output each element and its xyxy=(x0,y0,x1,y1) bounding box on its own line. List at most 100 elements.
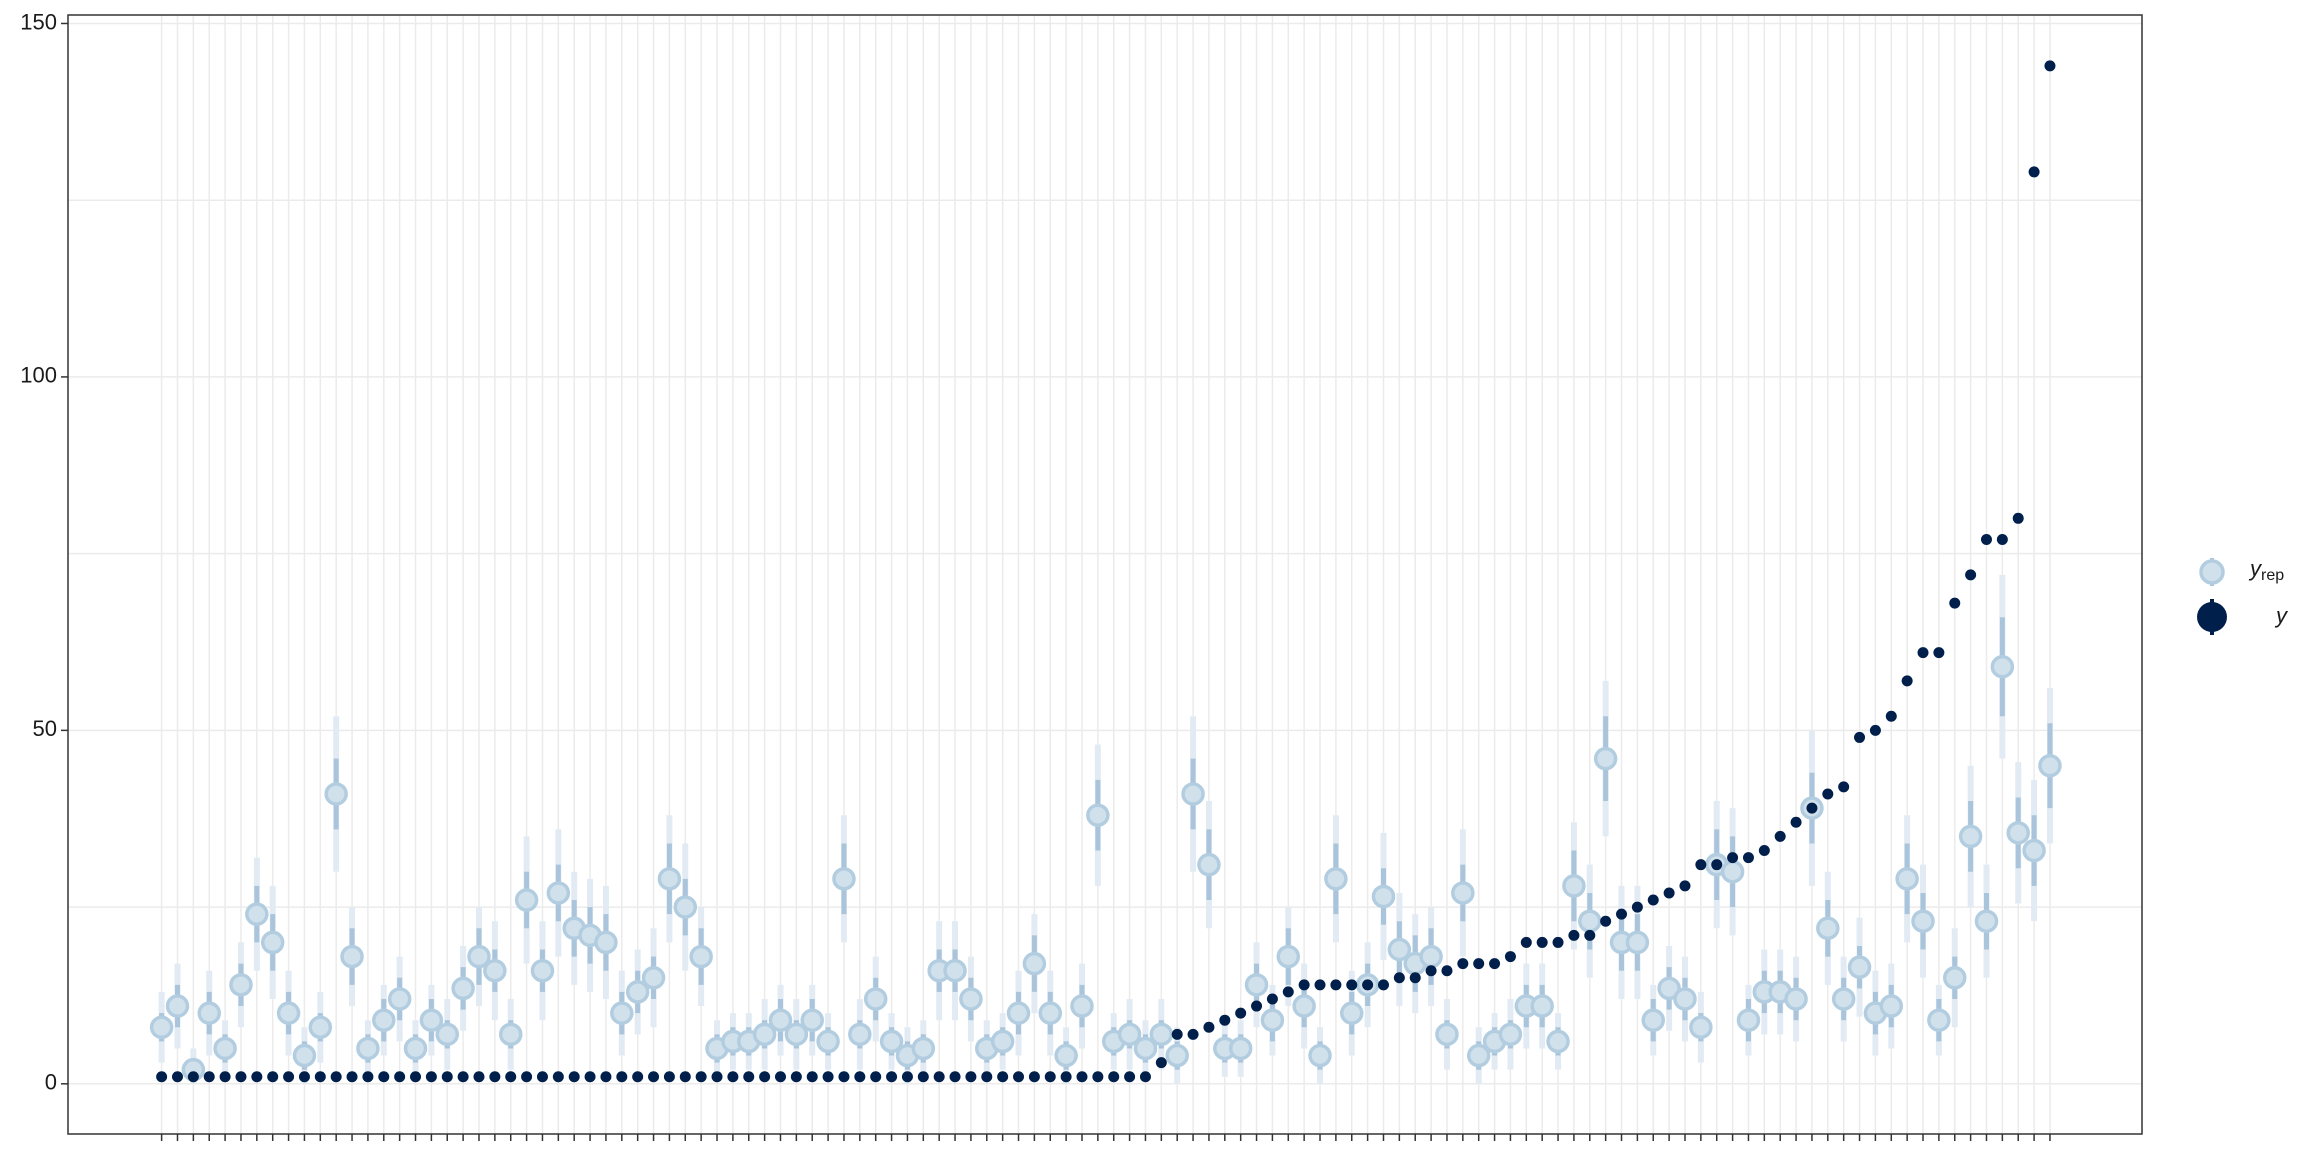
yrep-median xyxy=(1641,1008,1666,1032)
yrep-median xyxy=(1689,1015,1713,1040)
y-point xyxy=(870,1071,882,1083)
y-point xyxy=(1568,929,1580,941)
y-point xyxy=(854,1071,866,1083)
yrep-median xyxy=(1720,859,1745,884)
y-point xyxy=(822,1071,834,1083)
yrep-median xyxy=(1816,916,1840,941)
y-point xyxy=(1980,534,1992,546)
yrep-median xyxy=(1276,944,1301,969)
yrep-median xyxy=(1435,1022,1459,1047)
yrep-median xyxy=(1546,1029,1570,1054)
yrep-median xyxy=(1006,1001,1031,1025)
y-point xyxy=(314,1071,326,1083)
y-point xyxy=(441,1071,453,1083)
y-tick-label: 150 xyxy=(20,9,57,34)
y-point xyxy=(600,1071,612,1083)
y-point xyxy=(679,1071,691,1083)
y-point xyxy=(568,1071,580,1083)
yrep-median xyxy=(1578,909,1602,933)
y-point xyxy=(1885,710,1897,722)
y-point xyxy=(267,1071,279,1083)
yrep-median xyxy=(1784,987,1808,1011)
yrep-median xyxy=(1340,1001,1364,1025)
y-point xyxy=(251,1071,263,1083)
y-point xyxy=(1282,986,1294,998)
yrep-median xyxy=(1990,654,2015,679)
yrep-median xyxy=(816,1029,840,1054)
yrep-median xyxy=(1625,930,1650,955)
yrep-median xyxy=(990,1029,1015,1054)
y-point xyxy=(473,1071,485,1083)
y-point xyxy=(1933,647,1945,659)
y-point xyxy=(727,1071,739,1083)
y-point xyxy=(187,1071,199,1083)
yrep-median xyxy=(1831,987,1856,1011)
y-point xyxy=(1679,880,1691,892)
yrep-median xyxy=(1927,1008,1951,1032)
yrep-median xyxy=(752,1022,777,1047)
y-point xyxy=(886,1071,898,1083)
y-point xyxy=(171,1071,183,1083)
y-point xyxy=(235,1071,247,1083)
y-point xyxy=(1552,936,1564,948)
y-point xyxy=(1251,1000,1263,1012)
yrep-median xyxy=(943,958,967,983)
yrep-median xyxy=(2038,753,2062,778)
y-point xyxy=(425,1071,437,1083)
y-point xyxy=(632,1071,644,1083)
yrep-median xyxy=(1228,1036,1253,1061)
y-tick-label: 100 xyxy=(20,363,57,388)
y-point xyxy=(981,1071,993,1083)
yrep-median xyxy=(1466,1043,1491,1068)
y-point xyxy=(1346,979,1358,991)
y-point xyxy=(759,1071,771,1083)
y-point xyxy=(1869,724,1881,736)
y-point xyxy=(1647,894,1659,906)
y-point xyxy=(283,1071,295,1083)
y-point xyxy=(1949,597,1961,609)
y-point xyxy=(901,1071,913,1083)
yrep-median xyxy=(1562,874,1586,898)
y-point xyxy=(1838,781,1850,793)
y-point xyxy=(1124,1071,1136,1083)
y-point xyxy=(711,1071,723,1083)
yrep-median xyxy=(1117,1022,1142,1047)
yrep-median xyxy=(657,867,682,891)
yrep-median xyxy=(1086,803,1110,827)
y-point xyxy=(362,1071,374,1083)
legend-key xyxy=(2199,559,2225,585)
yrep-median xyxy=(276,1001,301,1025)
yrep-median xyxy=(1419,944,1443,969)
yrep-median xyxy=(2022,838,2046,863)
y-point xyxy=(219,1071,231,1083)
y-point xyxy=(1298,979,1310,991)
yrep-median xyxy=(149,1015,174,1040)
yrep-median xyxy=(403,1036,428,1061)
yrep-median xyxy=(530,958,555,983)
y-point xyxy=(1520,936,1532,948)
y-point xyxy=(1742,852,1754,864)
yrep-median xyxy=(1736,1008,1761,1032)
y-point xyxy=(1409,972,1421,984)
yrep-median xyxy=(784,1022,809,1047)
y-point xyxy=(1219,1014,1231,1026)
yrep-median xyxy=(1974,909,1999,933)
yrep-median xyxy=(498,1022,523,1047)
y-point xyxy=(1314,979,1326,991)
y-point xyxy=(838,1071,850,1083)
yrep-median xyxy=(213,1036,237,1061)
yrep-median xyxy=(1911,909,1935,933)
yrep-median xyxy=(165,994,190,1018)
y-point xyxy=(1663,887,1675,899)
y-point xyxy=(1203,1021,1215,1033)
yrep-median xyxy=(245,902,269,926)
y-point xyxy=(1108,1071,1120,1083)
y-point xyxy=(1489,958,1501,970)
y-point xyxy=(1631,901,1643,913)
y-point xyxy=(410,1071,422,1083)
yrep-median xyxy=(419,1008,444,1032)
yrep-median xyxy=(292,1043,317,1068)
yrep-median xyxy=(372,1008,396,1032)
legend-label: y xyxy=(2274,603,2289,628)
